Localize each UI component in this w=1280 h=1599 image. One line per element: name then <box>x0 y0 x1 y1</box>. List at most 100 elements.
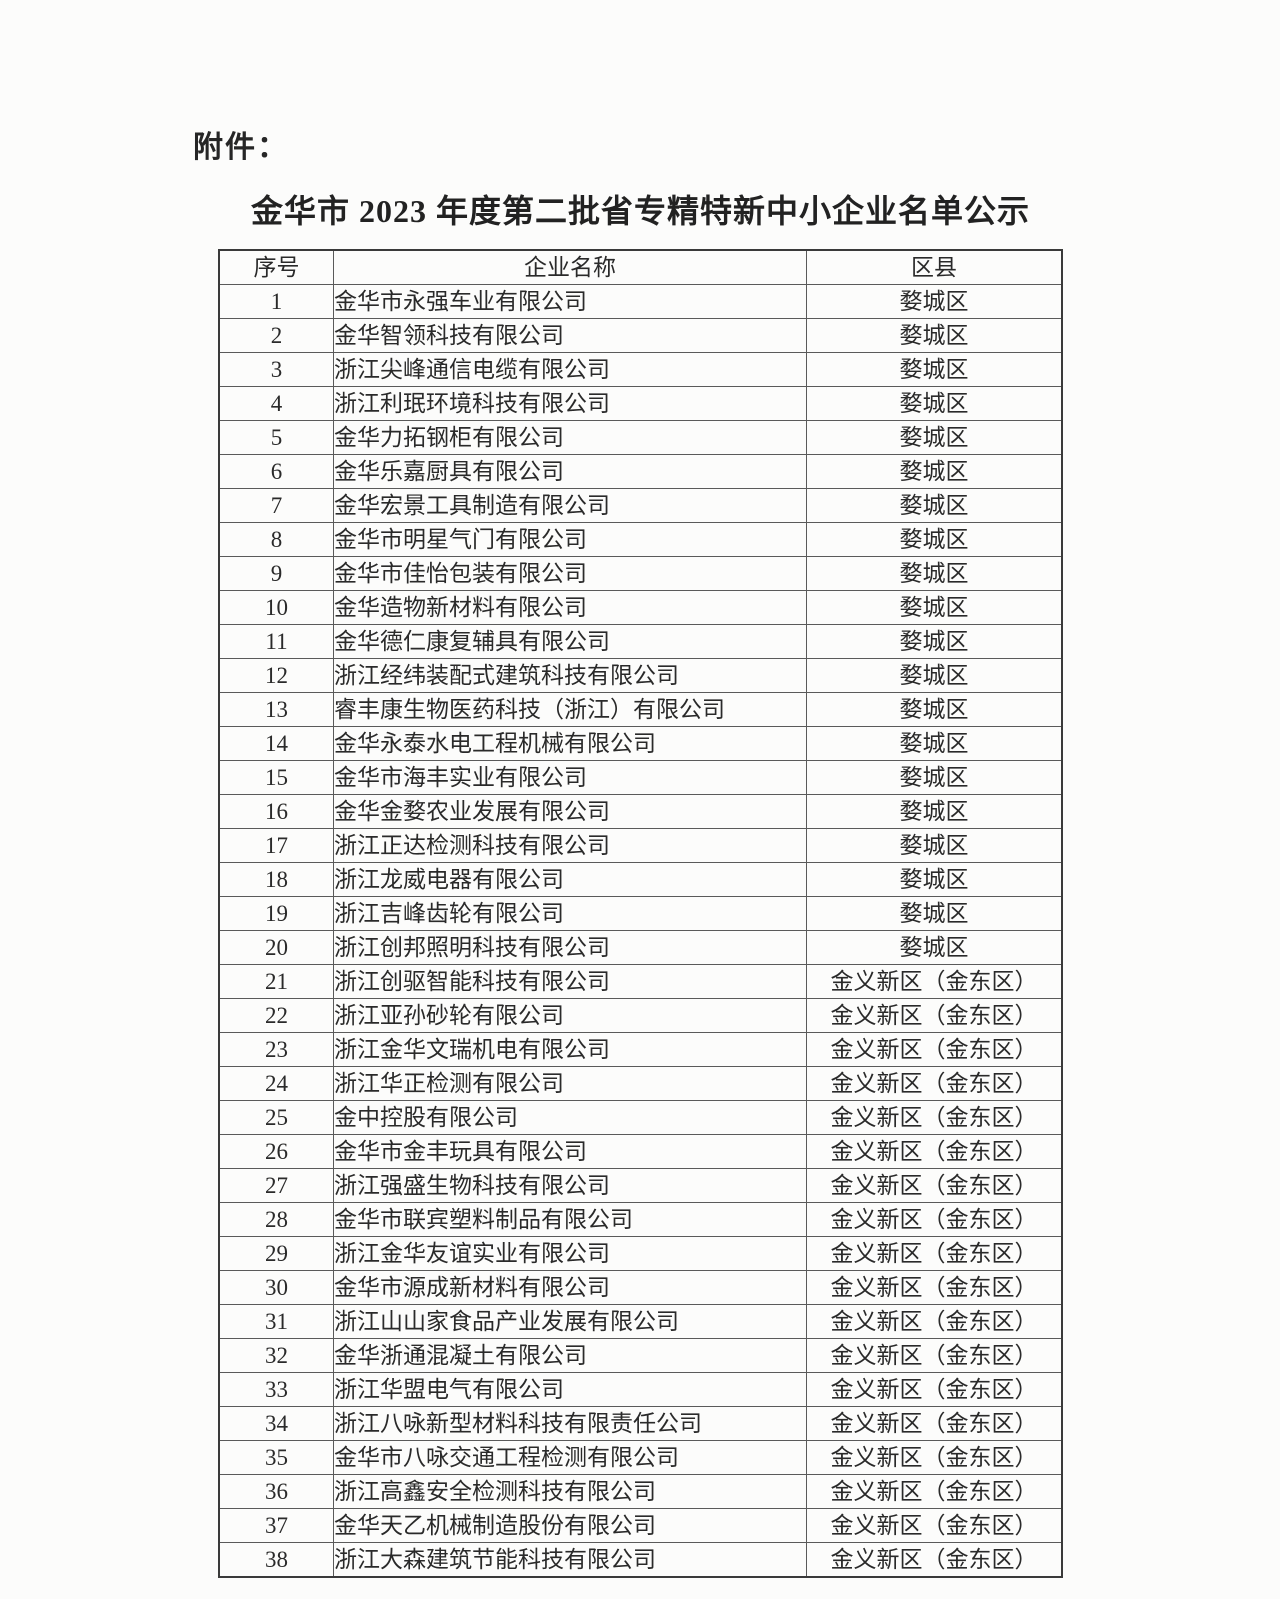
district: 婺城区 <box>806 556 1063 591</box>
table-row: 30 金华市源成新材料有限公司 金义新区（金东区） <box>218 1270 1063 1305</box>
row-number: 30 <box>218 1270 334 1305</box>
district: 金义新区（金东区） <box>806 1304 1063 1339</box>
table-row: 32 金华浙通混凝土有限公司 金义新区（金东区） <box>218 1338 1063 1373</box>
district: 婺城区 <box>806 352 1063 387</box>
table-row: 22 浙江亚孙砂轮有限公司 金义新区（金东区） <box>218 998 1063 1033</box>
row-number: 10 <box>218 590 334 625</box>
row-number: 33 <box>218 1372 334 1407</box>
district: 婺城区 <box>806 726 1063 761</box>
company-name: 浙江大森建筑节能科技有限公司 <box>333 1542 807 1578</box>
table-row: 12 浙江经纬装配式建筑科技有限公司 婺城区 <box>218 658 1063 693</box>
row-number: 23 <box>218 1032 334 1067</box>
row-number: 37 <box>218 1508 334 1543</box>
header-company-name: 企业名称 <box>333 249 807 285</box>
district: 婺城区 <box>806 284 1063 319</box>
district: 金义新区（金东区） <box>806 1168 1063 1203</box>
table-header: 序号 企业名称 区县 <box>218 249 1063 285</box>
company-name: 金华浙通混凝土有限公司 <box>333 1338 807 1373</box>
district: 婺城区 <box>806 624 1063 659</box>
district: 金义新区（金东区） <box>806 1338 1063 1373</box>
company-name: 金华市八咏交通工程检测有限公司 <box>333 1440 807 1475</box>
table-row: 14 金华永泰水电工程机械有限公司 婺城区 <box>218 726 1063 761</box>
company-name: 浙江华盟电气有限公司 <box>333 1372 807 1407</box>
company-name: 浙江经纬装配式建筑科技有限公司 <box>333 658 807 693</box>
company-name: 金华天乙机械制造股份有限公司 <box>333 1508 807 1543</box>
row-number: 16 <box>218 794 334 829</box>
district: 金义新区（金东区） <box>806 1100 1063 1135</box>
district: 婺城区 <box>806 420 1063 455</box>
table-row: 9 金华市佳怡包装有限公司 婺城区 <box>218 556 1063 591</box>
table-row: 24 浙江华正检测有限公司 金义新区（金东区） <box>218 1066 1063 1101</box>
district: 金义新区（金东区） <box>806 1270 1063 1305</box>
table-row: 6 金华乐嘉厨具有限公司 婺城区 <box>218 454 1063 489</box>
company-name: 金华乐嘉厨具有限公司 <box>333 454 807 489</box>
table-row: 10 金华造物新材料有限公司 婺城区 <box>218 590 1063 625</box>
table-row: 34 浙江八咏新型材料科技有限责任公司 金义新区（金东区） <box>218 1406 1063 1441</box>
table-row: 36 浙江高鑫安全检测科技有限公司 金义新区（金东区） <box>218 1474 1063 1509</box>
table-row: 21 浙江创驱智能科技有限公司 金义新区（金东区） <box>218 964 1063 999</box>
row-number: 21 <box>218 964 334 999</box>
row-number: 1 <box>218 284 334 319</box>
district: 婺城区 <box>806 454 1063 489</box>
district: 婺城区 <box>806 522 1063 557</box>
district: 金义新区（金东区） <box>806 1134 1063 1169</box>
company-name: 金华永泰水电工程机械有限公司 <box>333 726 807 761</box>
district: 金义新区（金东区） <box>806 1440 1063 1475</box>
company-name: 金华市源成新材料有限公司 <box>333 1270 807 1305</box>
row-number: 7 <box>218 488 334 523</box>
table-row: 11 金华德仁康复辅具有限公司 婺城区 <box>218 624 1063 659</box>
table-row: 4 浙江利珉环境科技有限公司 婺城区 <box>218 386 1063 421</box>
table-row: 20 浙江创邦照明科技有限公司 婺城区 <box>218 930 1063 965</box>
district: 金义新区（金东区） <box>806 1372 1063 1407</box>
row-number: 25 <box>218 1100 334 1135</box>
district: 金义新区（金东区） <box>806 1236 1063 1271</box>
district: 金义新区（金东区） <box>806 1066 1063 1101</box>
row-number: 38 <box>218 1542 334 1578</box>
table-body: 1 金华市永强车业有限公司 婺城区 2 金华智领科技有限公司 婺城区 3 浙江尖峰通信电缆有限… <box>218 284 1063 1578</box>
company-name: 金华宏景工具制造有限公司 <box>333 488 807 523</box>
row-number: 34 <box>218 1406 334 1441</box>
company-name: 浙江强盛生物科技有限公司 <box>333 1168 807 1203</box>
row-number: 2 <box>218 318 334 353</box>
attachment-label: 附件： <box>193 131 289 164</box>
district: 婺城区 <box>806 828 1063 863</box>
company-name: 浙江利珉环境科技有限公司 <box>333 386 807 421</box>
table-row: 18 浙江龙威电器有限公司 婺城区 <box>218 862 1063 897</box>
district: 婺城区 <box>806 794 1063 829</box>
table-row: 25 金中控股有限公司 金义新区（金东区） <box>218 1100 1063 1135</box>
district: 婺城区 <box>806 386 1063 421</box>
table-row: 8 金华市明星气门有限公司 婺城区 <box>218 522 1063 557</box>
company-name: 浙江吉峰齿轮有限公司 <box>333 896 807 931</box>
table-row: 29 浙江金华友谊实业有限公司 金义新区（金东区） <box>218 1236 1063 1271</box>
header-district: 区县 <box>806 249 1063 285</box>
company-name: 浙江山山家食品产业发展有限公司 <box>333 1304 807 1339</box>
row-number: 22 <box>218 998 334 1033</box>
district: 金义新区（金东区） <box>806 1032 1063 1067</box>
company-list-table: 序号 企业名称 区县 1 金华市永强车业有限公司 婺城区 2 金华智领科技有限公司 婺城区… <box>218 249 1063 1578</box>
row-number: 12 <box>218 658 334 693</box>
row-number: 9 <box>218 556 334 591</box>
district: 婺城区 <box>806 318 1063 353</box>
district: 金义新区（金东区） <box>806 1474 1063 1509</box>
row-number: 8 <box>218 522 334 557</box>
company-name: 浙江金华友谊实业有限公司 <box>333 1236 807 1271</box>
row-number: 15 <box>218 760 334 795</box>
row-number: 3 <box>218 352 334 387</box>
row-number: 4 <box>218 386 334 421</box>
table-row: 23 浙江金华文瑞机电有限公司 金义新区（金东区） <box>218 1032 1063 1067</box>
table-row: 38 浙江大森建筑节能科技有限公司 金义新区（金东区） <box>218 1542 1063 1578</box>
table-row: 7 金华宏景工具制造有限公司 婺城区 <box>218 488 1063 523</box>
header-serial-number: 序号 <box>218 249 334 285</box>
row-number: 11 <box>218 624 334 659</box>
table-row: 16 金华金婺农业发展有限公司 婺城区 <box>218 794 1063 829</box>
row-number: 31 <box>218 1304 334 1339</box>
row-number: 17 <box>218 828 334 863</box>
row-number: 28 <box>218 1202 334 1237</box>
company-name: 浙江创邦照明科技有限公司 <box>333 930 807 965</box>
district: 婺城区 <box>806 692 1063 727</box>
table-row: 31 浙江山山家食品产业发展有限公司 金义新区（金东区） <box>218 1304 1063 1339</box>
district: 金义新区（金东区） <box>806 964 1063 999</box>
company-name: 金华市明星气门有限公司 <box>333 522 807 557</box>
company-name: 浙江八咏新型材料科技有限责任公司 <box>333 1406 807 1441</box>
